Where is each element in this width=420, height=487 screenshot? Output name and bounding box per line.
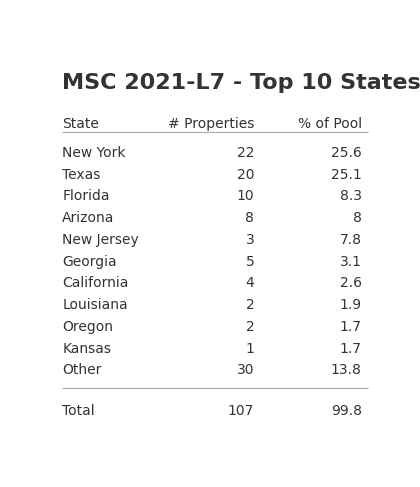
Text: 10: 10 — [237, 189, 255, 203]
Text: 25.1: 25.1 — [331, 168, 362, 182]
Text: 20: 20 — [237, 168, 255, 182]
Text: 8.3: 8.3 — [340, 189, 362, 203]
Text: 1.7: 1.7 — [340, 320, 362, 334]
Text: 99.8: 99.8 — [331, 404, 362, 418]
Text: Louisiana: Louisiana — [62, 298, 128, 312]
Text: 3: 3 — [246, 233, 255, 247]
Text: Kansas: Kansas — [62, 341, 111, 356]
Text: 4: 4 — [246, 276, 255, 290]
Text: Oregon: Oregon — [62, 320, 113, 334]
Text: Georgia: Georgia — [62, 255, 117, 268]
Text: 30: 30 — [237, 363, 255, 377]
Text: New York: New York — [62, 146, 126, 160]
Text: California: California — [62, 276, 129, 290]
Text: Arizona: Arizona — [62, 211, 115, 225]
Text: 107: 107 — [228, 404, 255, 418]
Text: 1.9: 1.9 — [340, 298, 362, 312]
Text: 3.1: 3.1 — [340, 255, 362, 268]
Text: 2.6: 2.6 — [340, 276, 362, 290]
Text: 2: 2 — [246, 320, 255, 334]
Text: 2: 2 — [246, 298, 255, 312]
Text: 8: 8 — [245, 211, 255, 225]
Text: Other: Other — [62, 363, 102, 377]
Text: State: State — [62, 116, 99, 131]
Text: Florida: Florida — [62, 189, 110, 203]
Text: Total: Total — [62, 404, 95, 418]
Text: 8: 8 — [353, 211, 362, 225]
Text: 1.7: 1.7 — [340, 341, 362, 356]
Text: 5: 5 — [246, 255, 255, 268]
Text: MSC 2021-L7 - Top 10 States: MSC 2021-L7 - Top 10 States — [62, 74, 420, 94]
Text: 7.8: 7.8 — [340, 233, 362, 247]
Text: % of Pool: % of Pool — [298, 116, 362, 131]
Text: New Jersey: New Jersey — [62, 233, 139, 247]
Text: Texas: Texas — [62, 168, 101, 182]
Text: # Properties: # Properties — [168, 116, 255, 131]
Text: 22: 22 — [237, 146, 255, 160]
Text: 13.8: 13.8 — [331, 363, 362, 377]
Text: 25.6: 25.6 — [331, 146, 362, 160]
Text: 1: 1 — [245, 341, 255, 356]
